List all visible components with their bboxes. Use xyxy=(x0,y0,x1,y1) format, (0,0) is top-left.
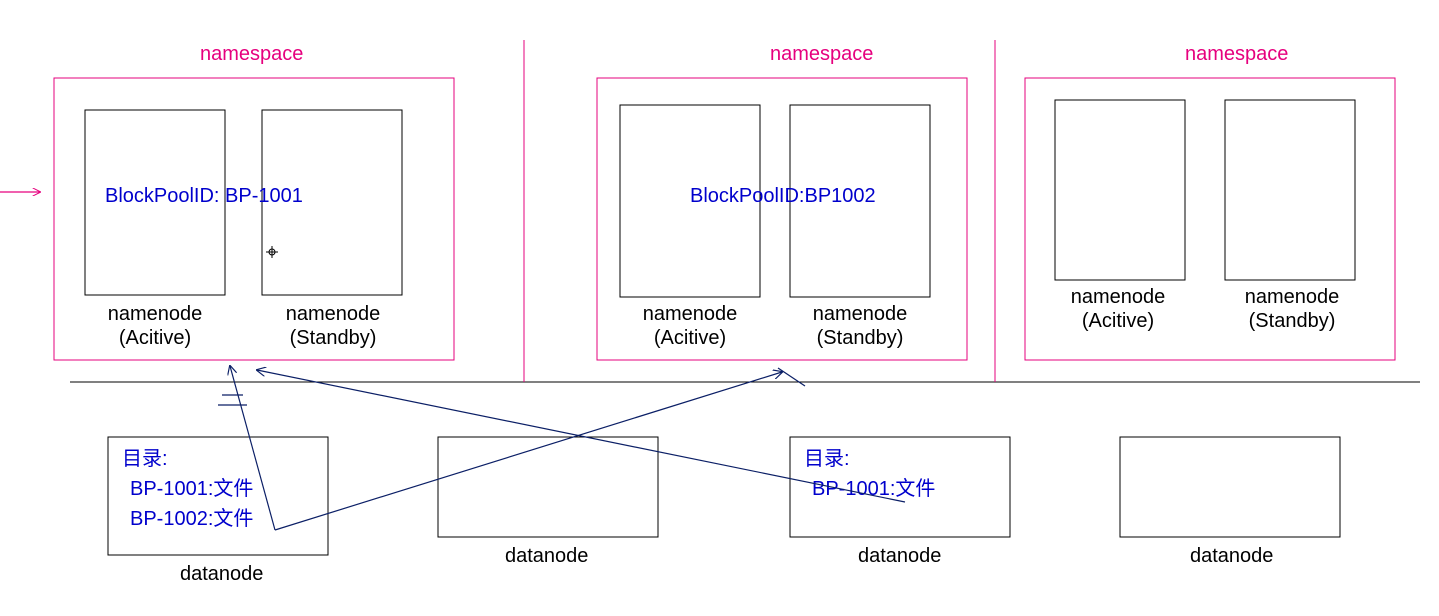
blockpool-id: BlockPoolID: BP-1001 xyxy=(105,185,303,207)
namenode-standby-label: namenode xyxy=(286,303,381,325)
svg-text:(Standby): (Standby) xyxy=(817,327,904,349)
svg-text:(Standby): (Standby) xyxy=(1249,310,1336,332)
crosshair-icon xyxy=(266,246,278,258)
datanode-label: datanode xyxy=(1190,545,1273,567)
namenode-standby-label: namenode xyxy=(813,303,908,325)
datanode-label: datanode xyxy=(858,545,941,567)
datanode1-dir-line: BP-1002:文件 xyxy=(130,507,253,530)
edge-0 xyxy=(230,366,275,530)
namespace-title: namespace xyxy=(770,43,873,65)
namenode-active-label: namenode xyxy=(1071,286,1166,308)
datanodes-group: datanode datanode datanode datanode 目录: BP-1… xyxy=(108,437,1340,585)
svg-text:(Acitive): (Acitive) xyxy=(654,327,726,349)
datanode-box xyxy=(1120,437,1340,537)
datanode-box xyxy=(438,437,658,537)
namenode-active-box xyxy=(1055,100,1185,280)
namenode-active-label: namenode xyxy=(643,303,738,325)
svg-text:(Acitive): (Acitive) xyxy=(119,327,191,349)
svg-text:(Standby): (Standby) xyxy=(290,327,377,349)
datanode-dn4: datanode xyxy=(1120,437,1340,567)
namenode-standby-box xyxy=(1225,100,1355,280)
relationship-arrows xyxy=(218,366,905,530)
namespace-ns1: namespacenamenode(Acitive)namenode(Stand… xyxy=(54,43,454,360)
namespace-box xyxy=(1025,78,1395,360)
datanode3-dir-line: 目录: xyxy=(804,448,850,470)
edge-1 xyxy=(275,372,782,530)
datanode1-dir-line: BP-1001:文件 xyxy=(130,477,253,500)
architecture-diagram: namespacenamenode(Acitive)namenode(Stand… xyxy=(0,0,1439,616)
namespace-ns3: namespacenamenode(Acitive)namenode(Stand… xyxy=(1025,43,1395,360)
namenode-active-label: namenode xyxy=(108,303,203,325)
datanode-label: datanode xyxy=(505,545,588,567)
namespace-ns2: namespacenamenode(Acitive)namenode(Stand… xyxy=(597,43,967,360)
blockpool-id: BlockPoolID:BP1002 xyxy=(690,185,876,207)
namespaces-group: namespacenamenode(Acitive)namenode(Stand… xyxy=(54,43,1395,360)
edge-tick xyxy=(778,368,805,386)
namespace-title: namespace xyxy=(1185,43,1288,65)
datanode-label: datanode xyxy=(180,563,263,585)
datanode3-dir-line: BP-1001:文件 xyxy=(812,477,935,500)
edge-2 xyxy=(257,370,905,502)
namenode-standby-label: namenode xyxy=(1245,286,1340,308)
datanode1-dir-line: 目录: xyxy=(122,448,168,470)
namespace-title: namespace xyxy=(200,43,303,65)
svg-text:(Acitive): (Acitive) xyxy=(1082,310,1154,332)
datanode-dn2: datanode xyxy=(438,437,658,567)
